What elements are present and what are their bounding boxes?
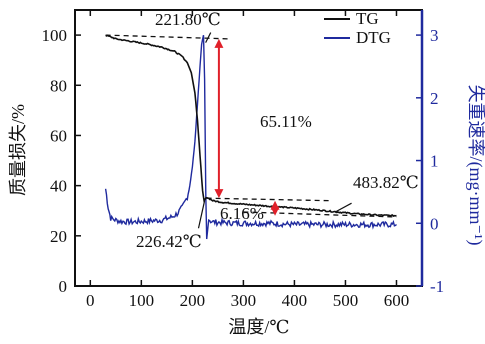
y-axis-right-title: 失重速率/(mg·mm⁻¹): [465, 85, 485, 246]
dtg-series-line: [104, 34, 397, 240]
x-tick-label: 0: [86, 291, 95, 310]
y-axis-left-title: 质量损失/%: [8, 104, 28, 196]
x-tick-label: 600: [384, 291, 410, 310]
y-right-tick-label: 0: [430, 214, 439, 233]
anno-pointer-226: [197, 200, 206, 229]
anno-pointer-221: [205, 32, 212, 43]
x-axis-title: 温度/℃: [228, 317, 289, 337]
annotation-label: 6.16%: [220, 204, 264, 223]
x-tick-label: 200: [180, 291, 206, 310]
lower-dashed-line: [243, 211, 397, 218]
y-left-tick-label: 40: [50, 177, 67, 196]
mass-loss-arrow-main-head-up: [214, 38, 224, 48]
y-left-tick-label: 80: [50, 76, 67, 95]
y-right-tick-label: 3: [430, 26, 439, 45]
annotation-label: 483.82℃: [353, 173, 419, 192]
y-left-tick-label: 0: [59, 277, 68, 296]
y-right-tick-label: -1: [430, 277, 444, 296]
legend-label-tg: TG: [356, 9, 379, 28]
mass-loss-arrow-second-head-down: [270, 206, 280, 216]
y-right-tick-label: 2: [430, 89, 439, 108]
anno-pointer-483: [334, 202, 352, 213]
plot-layer: 0 100 200 300 400 500 600 0 20 40 60 80 100 -1 0 1 2 3 221…: [42, 9, 444, 310]
y-left-tick-label: 20: [50, 227, 67, 246]
y-left-tick-label: 100: [42, 26, 68, 45]
annotation-label: 226.42℃: [136, 232, 202, 251]
y-left-tick-label: 60: [50, 126, 67, 145]
tg-series-line: [105, 34, 397, 218]
x-tick-label: 400: [282, 291, 308, 310]
x-tick-label: 100: [129, 291, 155, 310]
mass-loss-arrow-main-head-down: [214, 189, 224, 199]
legend-label-dtg: DTG: [356, 28, 391, 47]
annotation-label: 65.11%: [260, 112, 312, 131]
y-right-tick-label: 1: [430, 152, 439, 171]
plot-frame: [74, 9, 423, 287]
annotation-label: 221.80℃: [155, 10, 221, 29]
x-tick-label: 300: [231, 291, 257, 310]
x-tick-label: 500: [333, 291, 359, 310]
middle-dashed-line: [206, 197, 331, 202]
